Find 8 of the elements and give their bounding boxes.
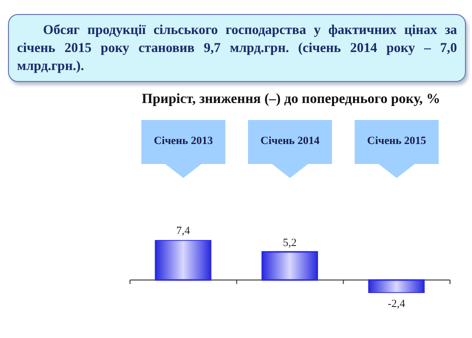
x-tick-label: Січень 2014 xyxy=(260,135,320,147)
data-label: 7,4 xyxy=(176,225,190,237)
chart-title: Обсяг продукції сільського господарства у фактичних цінах за січень 2015 року становив 9,7 млрд.грн. (січень 2014 року – 7,0 млрд.грн.). xyxy=(8,14,466,82)
data-label: 5,2 xyxy=(282,236,297,249)
x-tick-label: Січень 2015 xyxy=(367,135,427,147)
data-label: -2,4 xyxy=(388,298,406,310)
chart-subtitle: Приріст, зниження (–) до попереднього року, % xyxy=(140,92,442,108)
x-tick-label: Січень 2013 xyxy=(154,135,214,147)
